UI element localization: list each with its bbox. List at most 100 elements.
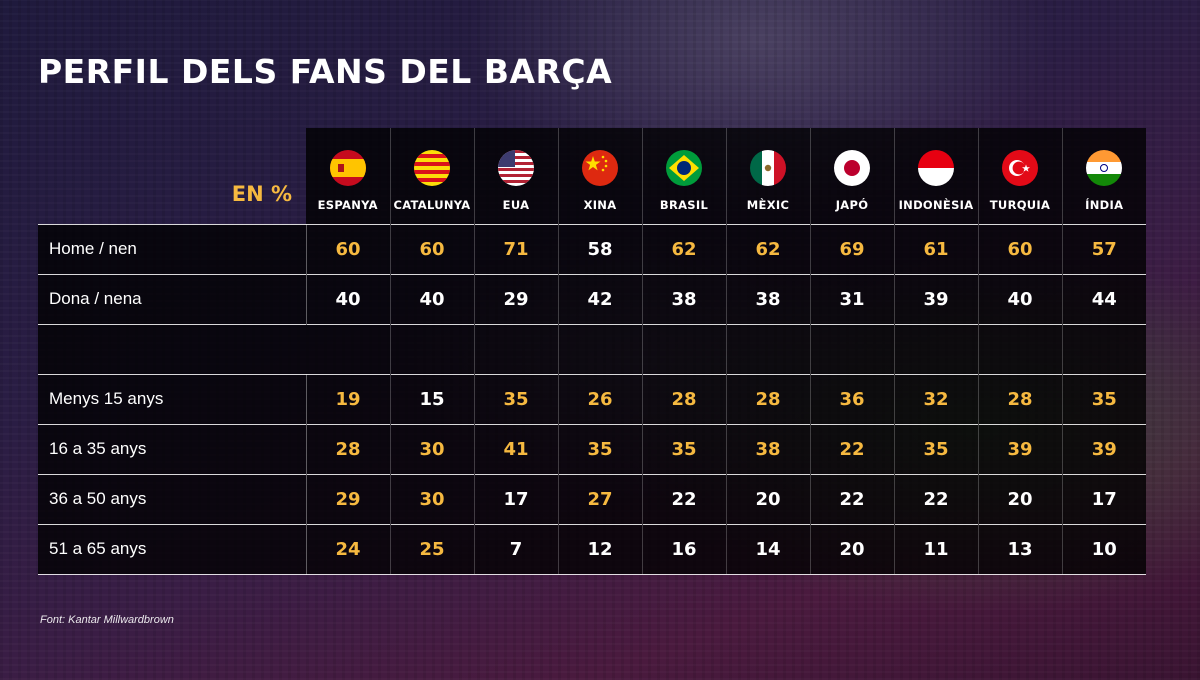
value-cell: 39 — [977, 423, 1062, 474]
country-name: TURQUIA — [989, 197, 1051, 212]
value-cell: 30 — [389, 473, 474, 524]
value-cell: 41 — [473, 423, 558, 474]
value-cell: 60 — [977, 223, 1062, 274]
country-header: XINA — [559, 149, 642, 224]
table-row: Dona / nena 40 40 29 42 38 38 31 39 40 44 — [38, 273, 1146, 324]
table-row: 51 a 65 anys 24 25 7 12 16 14 20 11 13 10 — [38, 523, 1146, 575]
value-cell: 22 — [809, 473, 894, 524]
value-cell: 36 — [809, 373, 894, 424]
value-cell: 35 — [1061, 373, 1146, 424]
empty-cell — [725, 323, 810, 374]
value-cell: 40 — [977, 273, 1062, 324]
source-note: Font: Kantar Millwardbrown — [40, 614, 174, 626]
flag-brazil-icon — [666, 149, 702, 186]
row-label: 51 a 65 anys — [38, 523, 307, 575]
country-header: TURQUIA — [979, 149, 1062, 224]
value-cell: 24 — [306, 523, 390, 575]
value-cell: 28 — [977, 373, 1062, 424]
value-cell: 38 — [641, 273, 726, 324]
value-cell: 40 — [306, 273, 390, 324]
row-label: Home / nen — [38, 223, 307, 274]
value-cell: 35 — [557, 423, 642, 474]
value-cell: 20 — [725, 473, 810, 524]
value-cell: 39 — [1061, 423, 1146, 474]
row-label: Menys 15 anys — [38, 373, 307, 424]
flag-spain-icon — [329, 149, 366, 186]
empty-cell — [389, 323, 474, 374]
value-cell: 10 — [1061, 523, 1146, 575]
empty-cell — [1061, 323, 1146, 374]
empty-cell — [893, 323, 978, 374]
fans-profile-table: EN % ESPANYA CATALUNYA EUA XINA BRASIL MÈXIC J… — [38, 128, 1146, 575]
country-name: BRASIL — [659, 197, 709, 212]
header-row: EN % ESPANYA CATALUNYA EUA XINA BRASIL MÈXIC J… — [38, 128, 1146, 224]
unit-label: EN % — [231, 181, 292, 206]
value-cell: 39 — [893, 273, 978, 324]
row-label: Dona / nena — [38, 273, 307, 324]
country-name: CATALUNYA — [393, 197, 471, 212]
value-cell: 19 — [306, 373, 390, 424]
row-label: 36 a 50 anys — [38, 473, 307, 524]
empty-cell — [977, 323, 1062, 374]
value-cell: 14 — [725, 523, 810, 575]
value-cell: 13 — [977, 523, 1062, 575]
value-cell: 22 — [893, 473, 978, 524]
value-cell: 69 — [809, 223, 894, 274]
value-cell: 20 — [809, 523, 894, 575]
empty-cell — [641, 323, 726, 374]
value-cell: 31 — [809, 273, 894, 324]
value-cell: 35 — [473, 373, 558, 424]
value-cell: 26 — [557, 373, 642, 424]
country-header: JAPÓ — [811, 149, 894, 224]
column-header-country: ÍNDIA — [1061, 128, 1147, 224]
value-cell: 17 — [1061, 473, 1146, 524]
value-cell: 30 — [389, 423, 474, 474]
value-cell: 38 — [725, 273, 810, 324]
value-cell: 44 — [1061, 273, 1146, 324]
country-header: ÍNDIA — [1063, 149, 1147, 224]
value-cell: 71 — [473, 223, 558, 274]
value-cell: 29 — [473, 273, 558, 324]
table-row: 36 a 50 anys 29 30 17 27 22 20 22 22 20 17 — [38, 473, 1146, 524]
flag-indonesia-icon — [918, 149, 954, 186]
column-header-country: TURQUIA — [977, 128, 1062, 224]
value-cell: 62 — [641, 223, 726, 274]
value-cell: 27 — [557, 473, 642, 524]
column-header-country: INDONÈSIA — [893, 128, 978, 224]
value-cell: 58 — [557, 223, 642, 274]
value-cell: 60 — [389, 223, 474, 274]
value-cell: 42 — [557, 273, 642, 324]
empty-cell — [306, 323, 390, 374]
value-cell: 15 — [389, 373, 474, 424]
table-row: 16 a 35 anys 28 30 41 35 35 38 22 35 39 39 — [38, 423, 1146, 474]
flag-china-icon — [582, 149, 618, 186]
country-name: ESPANYA — [317, 197, 378, 212]
value-cell: 35 — [893, 423, 978, 474]
value-cell: 28 — [306, 423, 390, 474]
empty-cell — [809, 323, 894, 374]
value-cell: 7 — [473, 523, 558, 575]
country-name: INDONÈSIA — [898, 197, 974, 212]
value-cell: 28 — [725, 373, 810, 424]
spacer-row — [38, 323, 1146, 374]
flag-india-icon — [1086, 149, 1123, 186]
country-header: MÈXIC — [727, 149, 810, 224]
value-cell: 29 — [306, 473, 390, 524]
country-name: EUA — [502, 197, 530, 212]
column-header-country: XINA — [557, 128, 642, 224]
flag-mexico-icon — [750, 149, 786, 186]
unit-label-cell: EN % — [38, 128, 306, 224]
empty-cell — [557, 323, 642, 374]
page-title: PERFIL DELS FANS DEL BARÇA — [38, 52, 613, 91]
country-name: ÍNDIA — [1085, 197, 1124, 212]
value-cell: 32 — [893, 373, 978, 424]
value-cell: 22 — [809, 423, 894, 474]
fans-profile-table-wrapper: EN % ESPANYA CATALUNYA EUA XINA BRASIL MÈXIC J… — [38, 128, 1146, 575]
country-header: CATALUNYA — [391, 149, 474, 224]
value-cell: 62 — [725, 223, 810, 274]
value-cell: 11 — [893, 523, 978, 575]
value-cell: 16 — [641, 523, 726, 575]
flag-turkey-icon — [1002, 149, 1038, 186]
value-cell: 17 — [473, 473, 558, 524]
empty-cell — [473, 323, 558, 374]
